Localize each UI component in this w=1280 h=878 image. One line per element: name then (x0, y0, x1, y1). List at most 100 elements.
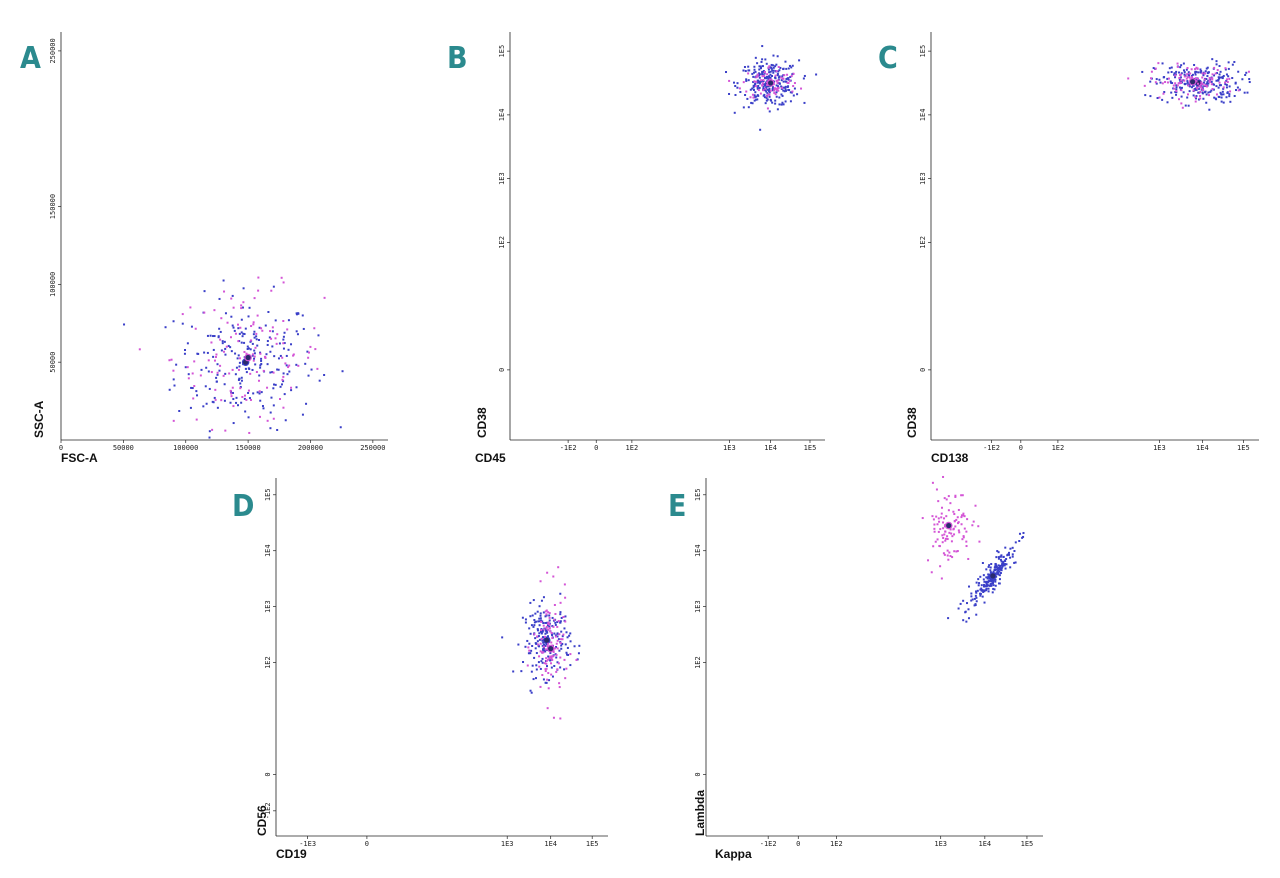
data-point (761, 58, 764, 61)
data-point (230, 395, 233, 398)
data-point (993, 568, 996, 571)
data-point (553, 632, 556, 635)
data-point (556, 625, 559, 628)
data-point (1205, 78, 1208, 81)
data-point (1179, 81, 1182, 84)
data-point (1187, 74, 1190, 77)
data-point (192, 397, 195, 400)
data-point (996, 572, 999, 575)
data-point (1218, 84, 1221, 87)
data-point (287, 319, 290, 322)
data-point (283, 393, 286, 396)
data-point (1195, 77, 1198, 80)
data-point (780, 85, 783, 88)
data-point (1220, 100, 1223, 103)
data-point (1196, 87, 1199, 90)
data-point (249, 398, 252, 401)
data-point (240, 401, 243, 404)
data-point (1176, 62, 1179, 65)
data-point (1183, 79, 1186, 82)
data-point (1207, 91, 1210, 94)
data-point (776, 86, 779, 89)
data-point (800, 87, 803, 90)
data-point (218, 327, 221, 330)
data-point (762, 70, 765, 73)
data-point (932, 518, 935, 521)
data-point (566, 646, 569, 649)
data-point (560, 616, 563, 619)
data-point (783, 90, 786, 93)
data-point (1196, 77, 1199, 80)
data-point (195, 390, 198, 393)
data-point (212, 401, 215, 404)
data-point (784, 86, 787, 89)
data-point (751, 72, 754, 75)
data-point (236, 323, 239, 326)
data-point (1215, 79, 1218, 82)
data-point (986, 583, 989, 586)
data-point (988, 564, 991, 567)
data-point (999, 567, 1002, 570)
data-point (1144, 94, 1147, 97)
data-point (765, 76, 768, 79)
data-point (761, 75, 764, 78)
data-point (532, 599, 535, 602)
data-point (548, 616, 551, 619)
data-point (1244, 73, 1247, 76)
data-point (1158, 78, 1161, 81)
data-point (551, 625, 554, 628)
data-point (1175, 90, 1178, 93)
data-point (761, 82, 764, 85)
data-point (765, 77, 768, 80)
data-point (1197, 98, 1200, 101)
data-point (524, 618, 527, 621)
x-tick-label: 0 (1019, 444, 1023, 452)
data-point (772, 89, 775, 92)
data-point (1161, 82, 1164, 85)
data-point (977, 578, 980, 581)
data-point (256, 391, 259, 394)
data-point (1143, 84, 1146, 87)
data-point (540, 660, 543, 663)
data-point (791, 64, 794, 67)
data-point (1206, 66, 1209, 69)
data-point (1154, 67, 1157, 70)
data-point (1022, 535, 1025, 538)
data-point (238, 332, 241, 335)
data-point (531, 644, 534, 647)
data-point (959, 602, 962, 605)
data-point (950, 532, 953, 535)
data-point (263, 355, 266, 358)
data-point (784, 100, 787, 103)
data-point (1188, 85, 1191, 88)
data-point (541, 657, 544, 660)
data-point (1245, 71, 1248, 74)
data-point (1186, 66, 1189, 69)
data-point (539, 617, 542, 620)
data-point (758, 72, 761, 75)
data-point (947, 617, 950, 620)
data-point (309, 345, 312, 348)
data-point (967, 617, 970, 620)
data-point (956, 516, 959, 519)
data-point (277, 357, 280, 360)
data-point (1177, 82, 1180, 85)
data-point (249, 372, 252, 375)
data-point (271, 330, 274, 333)
data-point (543, 662, 546, 665)
data-point (991, 579, 994, 582)
data-point (1003, 564, 1006, 567)
data-point (1174, 76, 1177, 79)
data-point (533, 656, 536, 659)
data-point (240, 341, 243, 344)
data-point (995, 568, 998, 571)
data-point (984, 585, 987, 588)
data-point (181, 313, 184, 316)
data-point (1197, 91, 1200, 94)
series-population-2 (921, 475, 981, 580)
data-point (199, 374, 202, 377)
data-point (744, 94, 747, 97)
data-point (768, 91, 771, 94)
data-point (970, 599, 973, 602)
data-point (266, 340, 269, 343)
